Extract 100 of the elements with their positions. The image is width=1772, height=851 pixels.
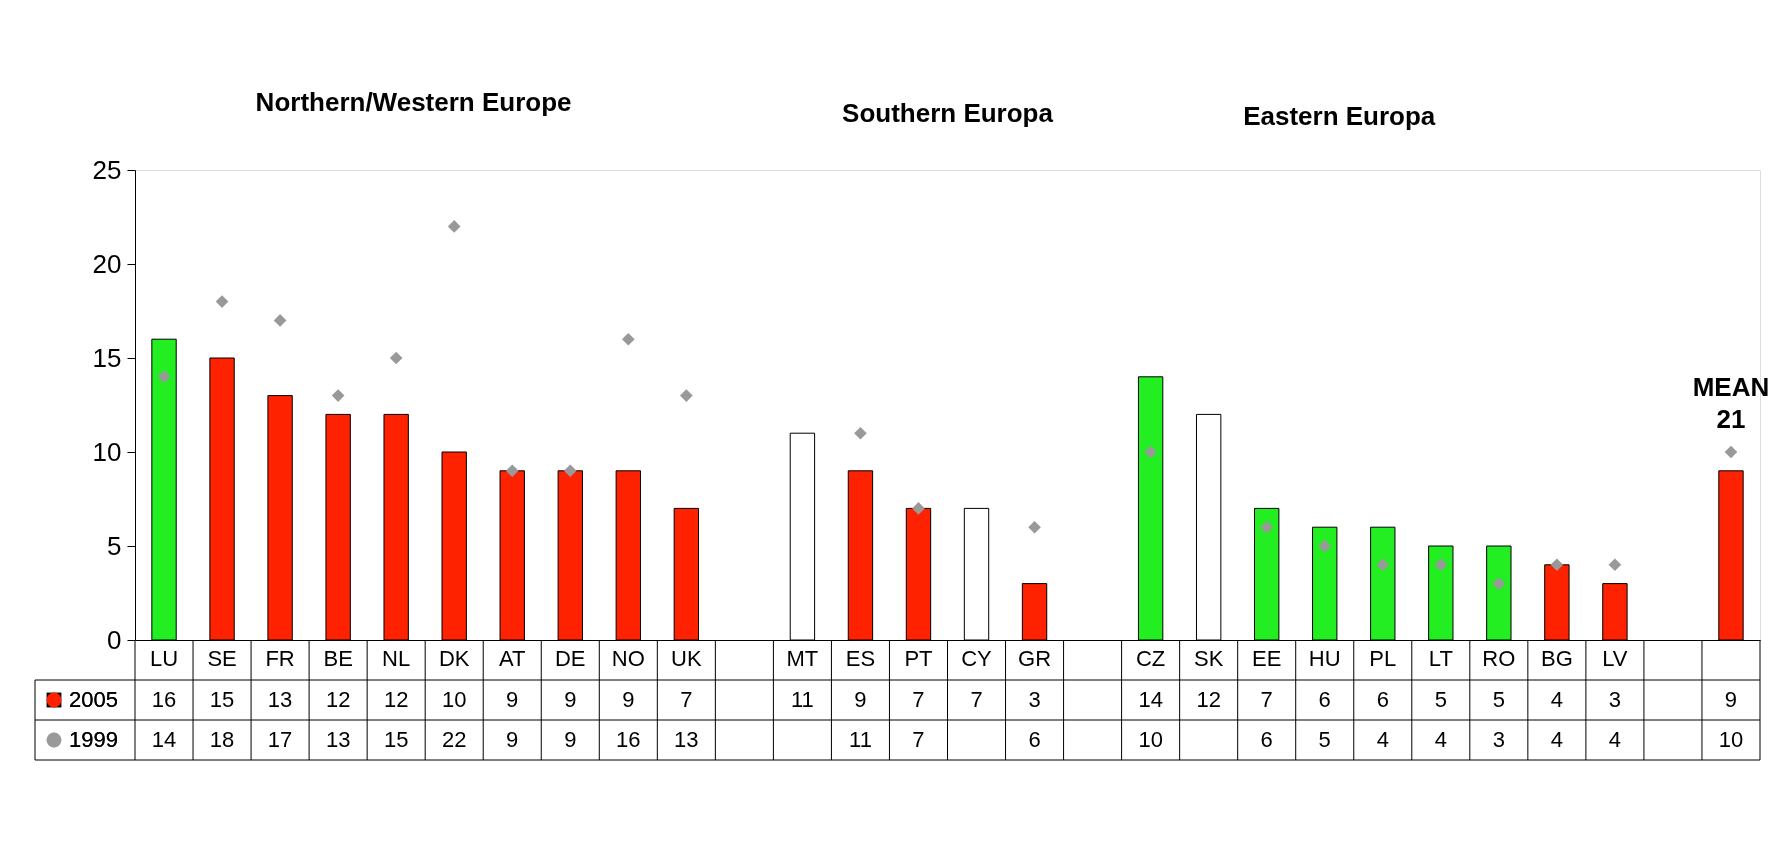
point [273, 314, 287, 327]
data-label: 18 [209, 727, 235, 752]
y-tick-label: 15 [92, 342, 122, 373]
data-label: 14 [151, 727, 177, 752]
data-label: 3 [1608, 687, 1622, 712]
data-label: 12 [383, 687, 409, 712]
text: Eastern Europa [1243, 101, 1436, 131]
y-tick-label: 5 [107, 530, 122, 561]
legend-label: 2005 [69, 687, 118, 712]
data-label: 15 [383, 727, 409, 752]
point [854, 426, 867, 440]
data-label: 5 [1318, 727, 1331, 752]
x-tick-label: LT [1428, 645, 1453, 671]
x-tick-label: UK [671, 645, 702, 671]
x-tick-label: EE [1252, 645, 1282, 671]
data-label: 6 [1260, 727, 1273, 752]
x-tick-label: SK [1193, 645, 1224, 671]
data-label: 10 [1718, 727, 1744, 752]
data-label: 9 [564, 727, 577, 752]
x-tick-label: LU [149, 645, 179, 671]
x-tick-label: HU [1308, 645, 1341, 671]
point [1028, 520, 1041, 534]
x-tick-label: FR [265, 645, 295, 671]
data-label: 3 [1028, 687, 1041, 712]
x-tick-label: GR [1018, 645, 1052, 671]
x-tick-label: PL [1369, 645, 1397, 671]
data-label: 6 [1028, 727, 1041, 752]
point [621, 332, 635, 346]
y-tick-label: 10 [92, 436, 122, 467]
x-tick-label: AT [498, 645, 526, 671]
y-tick-label: 25 [92, 154, 122, 185]
point [157, 370, 171, 384]
data-label: 12 [325, 687, 351, 712]
data-label: 11 [849, 727, 872, 752]
point [563, 464, 577, 478]
point [912, 502, 925, 515]
point [1144, 445, 1157, 459]
data-label: 7 [1260, 687, 1273, 712]
point [1492, 577, 1506, 590]
legend-label: 1999 [69, 727, 118, 752]
data-label: 9 [506, 727, 519, 752]
x-tick-label: DE [554, 645, 586, 671]
point [1608, 558, 1622, 572]
point [1376, 558, 1390, 572]
data-label: 13 [267, 687, 293, 712]
point [447, 220, 461, 233]
data-label: 4 [1434, 727, 1447, 752]
data-label: 9 [506, 687, 519, 712]
x-tick-label: RO [1482, 645, 1516, 671]
x-tick-label: MT [786, 645, 819, 671]
annotation: MEAN 21 [1692, 372, 1770, 434]
data-label: 7 [912, 687, 925, 712]
data-label: 12 [1196, 687, 1221, 712]
data-label: 13 [325, 727, 351, 752]
x-tick-label: LV [1602, 645, 1628, 671]
x-tick-label: DK [438, 645, 470, 671]
point [1318, 539, 1332, 553]
point [1434, 558, 1448, 572]
data-label: 9 [564, 687, 577, 712]
data-label: 5 [1492, 687, 1505, 712]
x-tick-label: NO [611, 645, 645, 671]
data-label: 4 [1608, 727, 1622, 752]
data-label: 6 [1318, 687, 1331, 712]
x-tick-label: NL [382, 645, 411, 671]
data-label: 9 [854, 687, 867, 712]
data-label: 5 [1434, 687, 1447, 712]
data-label: 7 [970, 687, 983, 712]
data-label: 11 [790, 687, 814, 712]
data-label: 3 [1492, 727, 1505, 752]
y-tick-label: 0 [107, 624, 122, 655]
point [1260, 520, 1274, 534]
point [505, 464, 519, 478]
point [331, 389, 345, 402]
data-label: 10 [441, 687, 467, 712]
x-tick-label: CY [961, 645, 993, 671]
data-label: 6 [1376, 687, 1389, 712]
data-label: 7 [912, 727, 925, 752]
data-label: 9 [622, 687, 635, 712]
point [1550, 558, 1564, 572]
data-label: 4 [1550, 687, 1563, 712]
x-tick-label: CZ [1135, 645, 1166, 671]
data-label: 17 [267, 727, 293, 752]
data-label: 16 [616, 727, 641, 752]
y-tick-label: 20 [92, 248, 122, 279]
x-tick-label: BG [1540, 645, 1573, 671]
point [1724, 445, 1738, 459]
point [389, 351, 403, 365]
point [680, 389, 693, 402]
x-tick-label: PT [904, 645, 933, 671]
data-label: 9 [1724, 687, 1738, 712]
data-label: 4 [1376, 727, 1389, 752]
text: Southern Europa [842, 98, 1054, 128]
point [215, 295, 229, 308]
data-label: 22 [441, 727, 467, 752]
x-tick-label: BE [323, 645, 353, 671]
data-label: 7 [680, 687, 693, 712]
data-label: 10 [1138, 727, 1163, 752]
x-tick-label: SE [207, 645, 237, 671]
data-label: 15 [209, 687, 235, 712]
data-label: 4 [1550, 727, 1563, 752]
